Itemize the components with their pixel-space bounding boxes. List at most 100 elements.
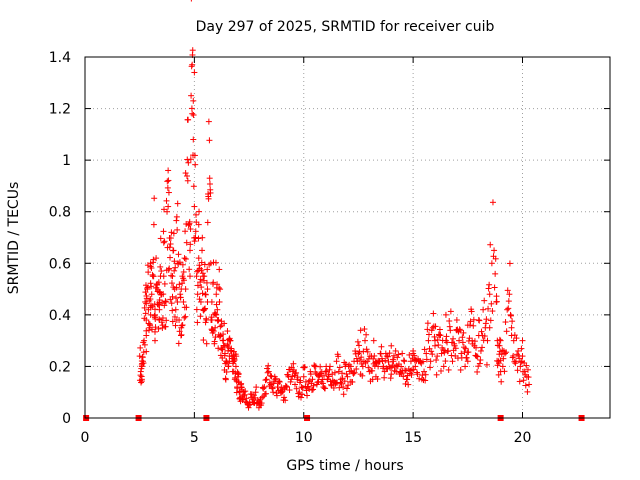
data-point	[477, 357, 484, 364]
data-point	[447, 308, 454, 315]
data-point	[169, 273, 176, 280]
data-point	[264, 365, 271, 372]
axis-ticks: 0 0.2 0.4 0.6 0.8 1 1.2 1.4 0 5 10 15 20	[49, 50, 610, 446]
data-point	[185, 159, 192, 166]
data-point	[199, 290, 206, 297]
data-point	[232, 363, 239, 370]
data-point	[189, 110, 196, 117]
data-point	[160, 239, 167, 246]
data-point	[282, 397, 289, 404]
data-point	[364, 348, 371, 355]
data-point	[516, 355, 523, 362]
data-point	[524, 388, 531, 395]
data-point	[318, 368, 325, 375]
data-point	[185, 222, 192, 229]
data-point	[138, 365, 145, 372]
data-point	[522, 371, 529, 378]
data-point	[267, 372, 274, 379]
data-point	[503, 349, 510, 356]
data-point	[265, 362, 272, 369]
data-point	[225, 363, 232, 370]
data-point	[194, 319, 201, 326]
data-point	[183, 304, 190, 311]
data-point	[159, 324, 166, 331]
data-point	[315, 378, 322, 385]
data-point	[497, 357, 504, 364]
data-point	[190, 136, 197, 143]
data-point	[359, 372, 366, 379]
data-point	[517, 359, 524, 366]
data-point	[263, 390, 270, 397]
data-point	[284, 371, 291, 378]
data-point	[155, 325, 162, 332]
data-point	[378, 343, 385, 350]
data-point	[212, 334, 219, 341]
data-point	[336, 384, 343, 391]
data-point	[147, 322, 154, 329]
data-point	[317, 363, 324, 370]
data-point	[404, 376, 411, 383]
data-point	[171, 258, 178, 265]
data-point	[242, 388, 249, 395]
data-point	[375, 357, 382, 364]
data-point	[136, 353, 143, 360]
data-point	[388, 364, 395, 371]
data-point	[489, 199, 496, 206]
data-point	[220, 331, 227, 338]
data-point	[419, 358, 426, 365]
data-point	[210, 279, 217, 286]
data-point	[220, 342, 227, 349]
data-point	[476, 360, 483, 367]
data-point	[370, 355, 377, 362]
data-point	[496, 336, 503, 343]
data-point	[173, 217, 180, 224]
data-point	[359, 363, 366, 370]
data-point	[167, 235, 174, 242]
data-point	[276, 378, 283, 385]
data-point	[194, 282, 201, 289]
data-point	[223, 358, 230, 365]
data-point	[162, 323, 169, 330]
data-point	[329, 371, 336, 378]
data-point	[406, 351, 413, 358]
data-point	[450, 335, 457, 342]
data-point	[258, 400, 265, 407]
data-point	[482, 320, 489, 327]
data-point	[198, 259, 205, 266]
data-point	[471, 338, 478, 345]
data-point	[382, 357, 389, 364]
data-point	[491, 247, 498, 254]
data-point	[462, 363, 469, 370]
data-point	[362, 359, 369, 366]
data-point	[151, 195, 158, 202]
data-point	[181, 255, 188, 262]
data-point	[451, 340, 458, 347]
data-point	[355, 342, 362, 349]
data-point	[393, 368, 400, 375]
data-point	[488, 260, 495, 267]
data-point	[199, 247, 206, 254]
x-tick-label: 20	[514, 430, 532, 446]
data-point	[167, 254, 174, 261]
data-point	[457, 366, 464, 373]
data-point	[292, 381, 298, 388]
data-point	[307, 371, 314, 378]
data-point	[263, 376, 270, 383]
data-point	[502, 319, 509, 326]
data-point	[201, 306, 208, 313]
data-point	[487, 241, 494, 248]
data-point	[187, 226, 194, 233]
data-point	[443, 333, 450, 340]
data-point	[466, 335, 473, 342]
data-point	[467, 318, 474, 325]
data-point	[141, 304, 148, 311]
data-point	[486, 291, 493, 298]
data-point	[453, 317, 460, 324]
data-point	[182, 228, 189, 235]
data-point	[216, 333, 223, 340]
data-point	[180, 277, 187, 284]
data-point	[361, 326, 368, 333]
data-point	[172, 264, 179, 271]
data-point	[437, 332, 444, 339]
